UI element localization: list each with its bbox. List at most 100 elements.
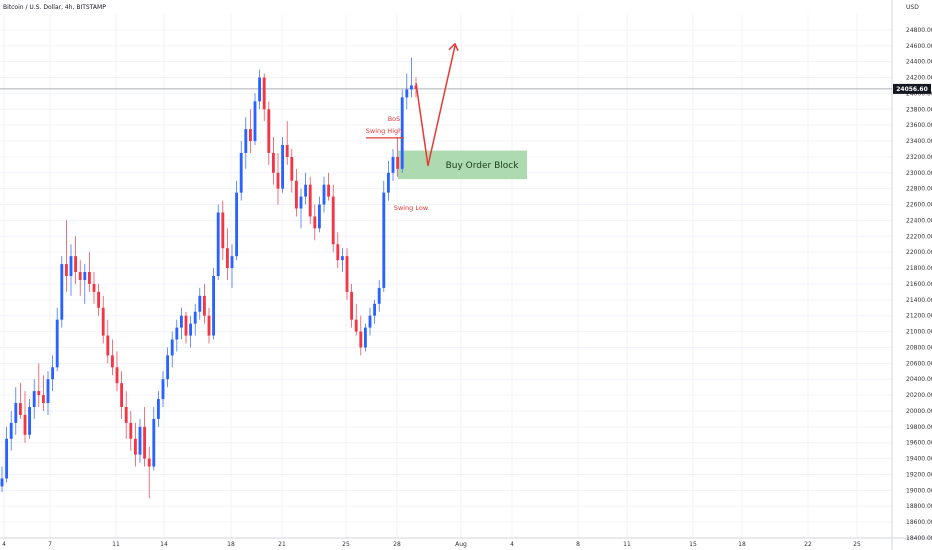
candle-body	[166, 355, 170, 380]
y-tick-label: 24400.00	[906, 59, 932, 66]
candle	[184, 311, 188, 344]
candle-body	[55, 319, 59, 368]
projection-path	[415, 45, 456, 167]
candle	[350, 283, 354, 328]
candle	[396, 137, 400, 177]
candle-body	[78, 272, 82, 280]
y-tick-label: 23400.00	[906, 138, 932, 145]
candle	[299, 188, 303, 229]
candle	[120, 371, 124, 419]
x-tick-label: Aug	[455, 541, 467, 548]
order-block-label: Buy Order Block	[446, 161, 520, 171]
y-tick-label: 20000.00	[906, 408, 932, 415]
candle-body	[340, 256, 344, 261]
x-tick-label: 18	[738, 541, 746, 548]
candle	[23, 391, 27, 443]
candle-body	[294, 180, 298, 209]
candle-body	[308, 184, 312, 217]
candle-body	[18, 403, 22, 415]
candle-body	[363, 327, 367, 348]
candle-body	[382, 192, 386, 288]
order-block-layer: Buy Order Block	[0, 88, 892, 180]
candle-body	[299, 196, 303, 209]
candle	[331, 184, 335, 253]
y-tick-label: 20800.00	[906, 344, 932, 351]
candle-body	[110, 355, 114, 368]
y-tick-label: 21400.00	[906, 297, 932, 304]
candle	[143, 407, 147, 467]
candle	[64, 220, 68, 292]
candle	[235, 180, 239, 261]
candle-body	[331, 196, 335, 245]
candle-body	[106, 335, 110, 356]
candle	[216, 204, 220, 280]
candle-body	[377, 287, 381, 304]
x-tick-label: 4	[2, 541, 6, 548]
candle-body	[64, 264, 68, 276]
candle	[244, 117, 248, 169]
y-tick-label: 19200.00	[906, 471, 932, 478]
y-tick-label: 20600.00	[906, 360, 932, 367]
y-tick-label: 21200.00	[906, 313, 932, 320]
candle-body	[336, 244, 340, 261]
candle-body	[244, 129, 248, 153]
candle	[9, 410, 13, 451]
y-axis: 24800.0024600.0024400.0024200.0024000.00…	[893, 27, 932, 542]
candle	[276, 152, 280, 205]
candle	[267, 101, 271, 165]
candle-body	[212, 276, 216, 336]
y-tick-label: 22400.00	[906, 217, 932, 224]
candle	[55, 307, 59, 372]
candle	[225, 228, 229, 280]
candle-body	[179, 315, 183, 328]
last-price-tag	[893, 83, 931, 94]
candle	[97, 283, 101, 316]
candle	[290, 148, 294, 193]
y-tick-label: 23600.00	[906, 122, 932, 129]
candle-body	[87, 272, 91, 284]
candle	[258, 69, 262, 110]
candle-body	[23, 414, 27, 435]
candle	[0, 466, 4, 492]
candle	[92, 272, 96, 304]
x-tick-label: 22	[804, 541, 812, 548]
y-tick-label: 20200.00	[906, 392, 932, 399]
candle-body	[5, 438, 9, 479]
candle-body	[400, 97, 404, 169]
candle	[83, 264, 87, 304]
candle	[14, 387, 18, 435]
candle	[74, 236, 78, 284]
candle	[170, 331, 174, 368]
candle-body	[193, 311, 197, 324]
candle-body	[262, 77, 266, 110]
candle	[198, 287, 202, 320]
candle	[51, 355, 55, 392]
candle-body	[32, 391, 36, 407]
candle-body	[198, 295, 202, 312]
projection-arrow-head	[448, 43, 459, 52]
candle-body	[41, 395, 45, 404]
candle	[322, 176, 326, 213]
candle-body	[216, 212, 220, 276]
candle-body	[83, 272, 87, 280]
candle-body	[281, 145, 285, 189]
candle	[166, 347, 170, 388]
candle-body	[0, 478, 4, 487]
swing-low-label: Swing Low	[394, 204, 429, 212]
candle	[313, 204, 317, 241]
y-tick-label: 22000.00	[906, 249, 932, 256]
candle-body	[230, 256, 234, 269]
candle-body	[133, 438, 137, 455]
candle	[115, 351, 119, 392]
candle	[133, 422, 137, 467]
candle	[147, 446, 151, 499]
y-tick-label: 18600.00	[906, 519, 932, 526]
candle	[377, 279, 381, 312]
candle-body	[304, 184, 308, 197]
candle-body	[327, 184, 331, 197]
candle	[69, 244, 73, 296]
candle-body	[373, 303, 377, 316]
candle-body	[152, 418, 156, 467]
